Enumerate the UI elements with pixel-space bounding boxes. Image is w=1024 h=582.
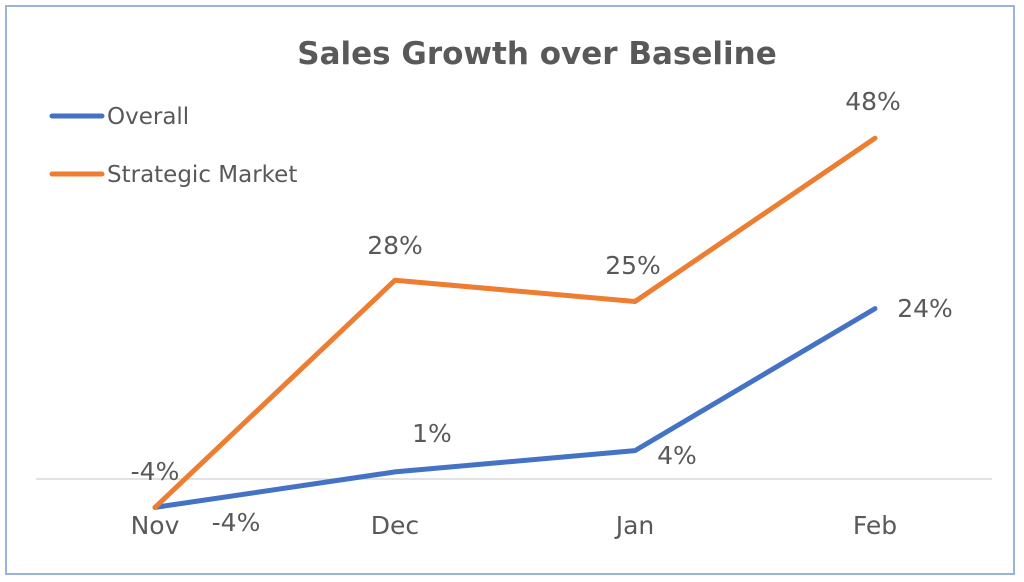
chart-title: Sales Growth over Baseline [297, 36, 776, 72]
legend: Overall Strategic Market [49, 104, 297, 188]
data-labels: -4% 1% 4% 24% -4% 28% 25% 48% [131, 87, 953, 537]
data-label-overall-nov: -4% [212, 508, 261, 537]
x-tick-feb: Feb [853, 511, 897, 540]
data-label-strategic-market-feb: 48% [845, 87, 901, 116]
data-label-strategic-market-nov: -4% [131, 457, 180, 486]
data-label-strategic-market-dec: 28% [367, 231, 423, 260]
x-tick-jan: Jan [614, 511, 655, 540]
legend-label-strategic-market: Strategic Market [107, 162, 297, 188]
data-label-overall-feb: 24% [897, 294, 953, 323]
x-tick-dec: Dec [371, 511, 419, 540]
data-label-overall-jan: 4% [657, 441, 697, 470]
series-line-strategic-market [152, 135, 878, 510]
series-lines [152, 135, 878, 510]
data-label-overall-dec: 1% [412, 419, 452, 448]
x-axis-ticks: Nov Dec Jan Feb [131, 511, 898, 540]
x-tick-nov: Nov [131, 511, 180, 540]
legend-label-overall: Overall [107, 104, 189, 130]
series-line-overall [152, 306, 878, 510]
data-label-strategic-market-jan: 25% [605, 251, 661, 280]
